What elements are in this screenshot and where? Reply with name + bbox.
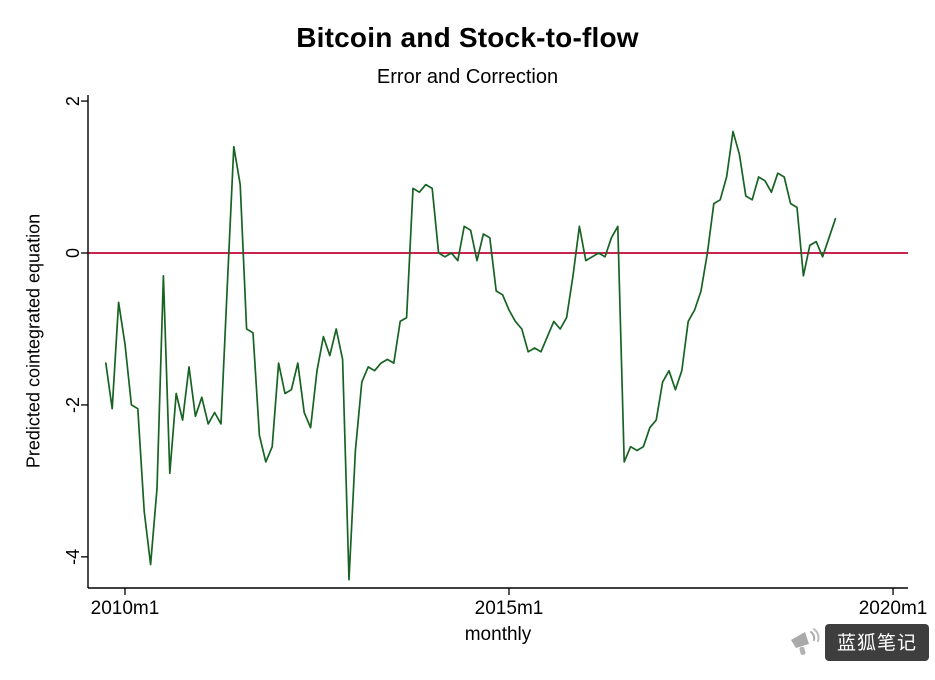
x-axis-title: monthly xyxy=(464,624,532,645)
y-tick-label: -4 xyxy=(63,549,83,565)
x-tick-label: 2010m1 xyxy=(91,598,160,619)
watermark-pill: 蓝狐笔记 xyxy=(824,624,929,661)
y-tick-label: 0 xyxy=(63,248,83,258)
chart-subtitle: Error and Correction xyxy=(376,66,559,88)
y-tick-label: -2 xyxy=(63,397,83,413)
chart-title: Bitcoin and Stock-to-flow xyxy=(296,22,639,53)
y-tick-label: 2 xyxy=(63,96,83,106)
watermark: 蓝狐笔记 xyxy=(788,624,929,661)
series-line xyxy=(104,130,837,581)
x-tick-label: 2020m1 xyxy=(859,598,928,619)
watermark-text: 蓝狐笔记 xyxy=(836,632,917,654)
megaphone-icon xyxy=(790,627,820,655)
x-tick-label: 2015m1 xyxy=(475,598,544,619)
